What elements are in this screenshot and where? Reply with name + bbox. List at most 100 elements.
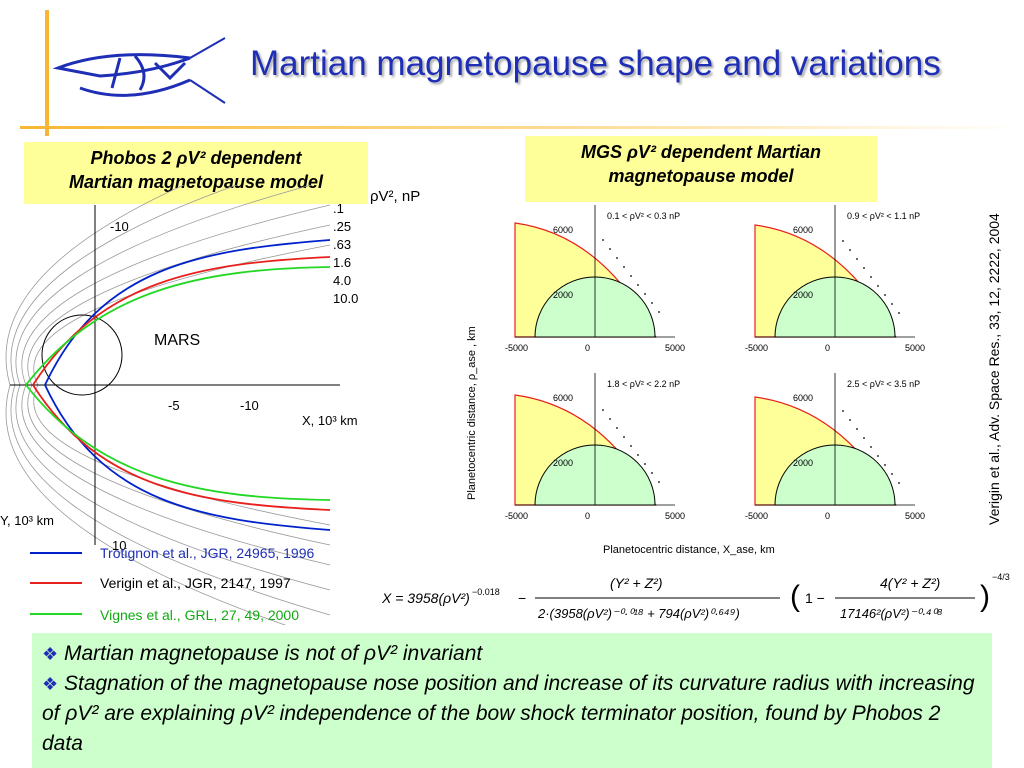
phobos-box-line1: Phobos 2 ρV² dependent bbox=[90, 148, 302, 168]
data-point bbox=[637, 284, 639, 286]
data-point bbox=[898, 482, 900, 484]
data-point bbox=[658, 311, 660, 313]
right-y-axis-label: Planetocentric distance, ρ_ase , km bbox=[466, 326, 478, 500]
x-tick: -5000 bbox=[505, 343, 528, 353]
y-tick-6000: 6000 bbox=[793, 393, 813, 403]
data-point bbox=[884, 464, 886, 466]
data-point bbox=[856, 258, 858, 260]
y-tick-6000: 6000 bbox=[793, 225, 813, 235]
data-point bbox=[870, 276, 872, 278]
data-point bbox=[616, 427, 618, 429]
panel-range-label: 1.8 < ρV² < 2.2 nP bbox=[607, 379, 680, 389]
data-point bbox=[609, 418, 611, 420]
y-tick-2000: 2000 bbox=[553, 290, 573, 300]
data-point bbox=[891, 473, 893, 475]
magnetopause-curve-lower bbox=[44, 384, 331, 531]
ref-line-green bbox=[30, 613, 82, 615]
ref-trotignon: Trotignon et al., JGR, 24965, 1996 bbox=[100, 545, 315, 561]
data-point bbox=[644, 463, 646, 465]
formula-den1: 2·(3958(ρV²)⁻⁰·⁰¹⁸ + 794(ρV²)⁰·⁶⁴⁹) bbox=[537, 606, 740, 621]
x-tick: 5000 bbox=[665, 343, 685, 353]
bullet-1-text: Martian magnetopause is not of ρV² invar… bbox=[63, 642, 483, 665]
magnetopause-curve-lower bbox=[32, 384, 331, 511]
formula-den2: 17146²(ρV²)⁻⁰·⁴⁰⁸ bbox=[840, 606, 943, 621]
iki-logo bbox=[52, 37, 226, 104]
right-x-axis-label: Planetocentric distance, X_ase, km bbox=[603, 544, 775, 556]
data-point bbox=[842, 240, 844, 242]
data-point bbox=[651, 302, 653, 304]
panel-range-label: 2.5 < ρV² < 3.5 nP bbox=[847, 379, 920, 389]
slide-title: Martian magnetopause shape and variation… bbox=[250, 44, 941, 83]
mgs-box-line1: MGS ρV² dependent Martian bbox=[581, 142, 821, 162]
mgs-model-box: MGS ρV² dependent Martian magnetopause m… bbox=[525, 136, 877, 202]
mgs-panel: 0.9 < ρV² < 1.1 nP 6000 2000 -5000 0 5000 bbox=[745, 205, 925, 353]
data-point bbox=[602, 239, 604, 241]
legend-value: 10.0 bbox=[333, 291, 358, 306]
y-tick-6000: 6000 bbox=[553, 225, 573, 235]
x-tick: 0 bbox=[825, 511, 830, 521]
data-point bbox=[637, 454, 639, 456]
formula-minus: − bbox=[518, 590, 526, 606]
formula-exp1: −0.018 bbox=[472, 587, 500, 597]
summary-bullet-2: ❖ Stagnation of the magnetopause nose po… bbox=[42, 669, 982, 759]
summary-box: ❖ Martian magnetopause is not of ρV² inv… bbox=[32, 633, 992, 768]
data-point bbox=[877, 455, 879, 457]
y-axis-label: Y, 10³ km bbox=[0, 513, 54, 528]
formula-num2: 4(Y² + Z²) bbox=[880, 575, 940, 591]
x-tick: 0 bbox=[825, 343, 830, 353]
formula-paren-close: ) bbox=[980, 580, 990, 613]
x-tick: 5000 bbox=[665, 511, 685, 521]
x-tick: 5000 bbox=[905, 511, 925, 521]
data-point bbox=[644, 293, 646, 295]
ref-line-blue bbox=[30, 552, 82, 554]
mgs-panel: 0.1 < ρV² < 0.3 nP 6000 2000 -5000 0 5000 bbox=[505, 205, 685, 353]
formula-paren-open: ( bbox=[790, 580, 800, 613]
panel-range-label: 0.1 < ρV² < 0.3 nP bbox=[607, 211, 680, 221]
x-tick: 0 bbox=[585, 343, 590, 353]
legend-value: 4.0 bbox=[333, 273, 351, 288]
diamond-bullet-icon: ❖ bbox=[42, 674, 59, 694]
x-tick: -5000 bbox=[745, 343, 768, 353]
data-point bbox=[863, 267, 865, 269]
data-point bbox=[877, 285, 879, 287]
data-point bbox=[856, 428, 858, 430]
x-tick-5: -5 bbox=[168, 398, 180, 413]
mgs-box-line2: magnetopause model bbox=[608, 166, 794, 186]
formula-exp-outer: −4/3 bbox=[992, 572, 1010, 582]
magnetopause-curve-upper bbox=[44, 239, 331, 386]
x-tick-10: -10 bbox=[240, 398, 259, 413]
rho-v2-legend: .1 .25 .63 1.6 4.0 10.0 bbox=[333, 201, 358, 306]
bow-shock-curve bbox=[15, 185, 331, 591]
data-point bbox=[863, 437, 865, 439]
legend-value: .1 bbox=[333, 201, 344, 216]
data-point bbox=[891, 303, 893, 305]
ref-line-red bbox=[30, 582, 82, 584]
formula-num1: (Y² + Z²) bbox=[610, 575, 663, 591]
y-tick-2000: 2000 bbox=[793, 290, 813, 300]
data-point bbox=[609, 248, 611, 250]
ref-verigin: Verigin et al., JGR, 2147, 1997 bbox=[100, 575, 291, 591]
diamond-bullet-icon: ❖ bbox=[42, 644, 59, 664]
phobos-box-line2: Martian magnetopause model bbox=[68, 172, 324, 192]
data-point bbox=[849, 249, 851, 251]
data-point bbox=[884, 294, 886, 296]
x-tick: 5000 bbox=[905, 343, 925, 353]
data-point bbox=[849, 419, 851, 421]
data-point bbox=[870, 446, 872, 448]
legend-value: .63 bbox=[333, 237, 351, 252]
data-point bbox=[630, 275, 632, 277]
mars-label: MARS bbox=[154, 332, 200, 349]
legend-title: ρV², nP bbox=[370, 188, 420, 205]
data-point bbox=[658, 481, 660, 483]
citation: Verigin et al., Adv. Space Res., 33, 12,… bbox=[986, 213, 1002, 525]
y-tick-6000: 6000 bbox=[553, 393, 573, 403]
accent-vertical-rule bbox=[45, 10, 49, 136]
ref-vignes: Vignes et al., GRL, 27, 49, 2000 bbox=[100, 607, 299, 623]
x-tick: -5000 bbox=[745, 511, 768, 521]
citation-text: Verigin et al., Adv. Space Res., 33, 12,… bbox=[986, 213, 1002, 525]
mgs-panel: 1.8 < ρV² < 2.2 nP 6000 2000 -5000 0 5000 bbox=[505, 373, 685, 521]
data-point bbox=[623, 266, 625, 268]
panel-range-label: 0.9 < ρV² < 1.1 nP bbox=[847, 211, 920, 221]
data-point bbox=[842, 410, 844, 412]
